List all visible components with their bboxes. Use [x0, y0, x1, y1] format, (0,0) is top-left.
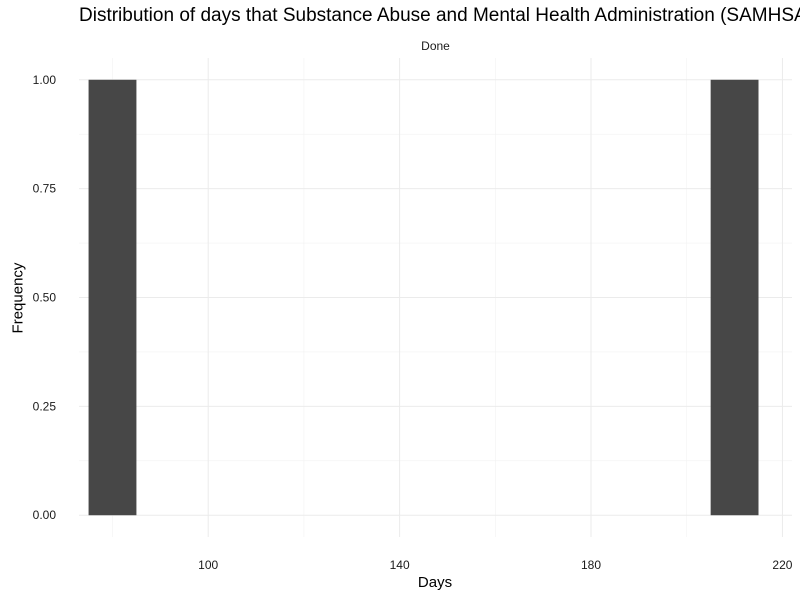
- chart-title: Distribution of days that Substance Abus…: [79, 5, 800, 26]
- x-tick-label: 220: [772, 558, 792, 572]
- histogram-bar: [710, 79, 759, 516]
- y-tick-label: 0.00: [33, 508, 57, 522]
- y-tick-label: 0.50: [33, 291, 57, 305]
- x-tick-label: 140: [390, 558, 410, 572]
- x-axis-title: Days: [417, 574, 453, 591]
- facet-label: Done: [421, 39, 450, 53]
- y-axis-ticks: 0.00 0.25 0.50 0.75 1.00: [33, 73, 57, 522]
- x-tick-label: 180: [581, 558, 601, 572]
- y-tick-label: 0.75: [33, 182, 57, 196]
- x-axis-ticks: 100 140 180 220: [198, 558, 793, 572]
- x-tick-label: 100: [198, 558, 218, 572]
- histogram-bars: [88, 79, 759, 516]
- y-tick-label: 1.00: [33, 73, 57, 87]
- grid-lines: [79, 58, 792, 537]
- histogram-bar: [88, 79, 137, 516]
- y-tick-label: 0.25: [33, 399, 57, 413]
